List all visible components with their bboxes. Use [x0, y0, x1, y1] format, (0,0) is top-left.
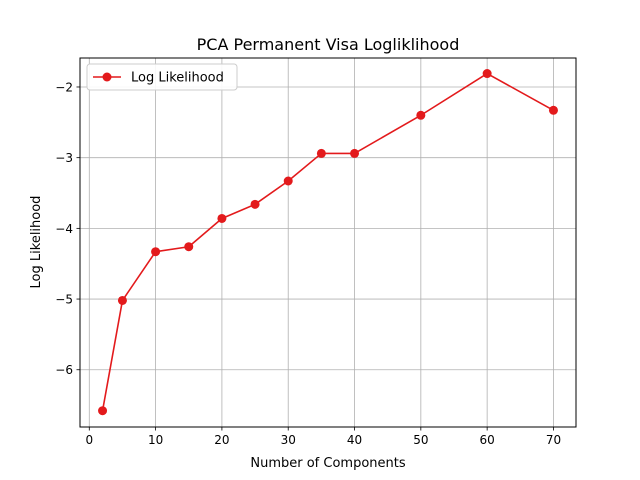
x-tick-label: 30 — [281, 433, 296, 447]
series-line — [101, 72, 554, 411]
y-axis-label: Log Likelihood — [29, 196, 44, 289]
x-tick-label: 20 — [214, 433, 229, 447]
series-layer — [98, 69, 558, 416]
y-tick-label: −2 — [55, 80, 73, 94]
x-tick-label: 0 — [85, 433, 93, 447]
y-tick-label: −4 — [55, 222, 73, 236]
data-point — [184, 242, 194, 252]
data-point — [250, 199, 260, 209]
x-tick-label: 40 — [347, 433, 362, 447]
x-tick-label: 60 — [480, 433, 495, 447]
data-point — [482, 69, 492, 79]
y-axis-ticks: −6 −5 −4 −3 −2 — [55, 80, 80, 377]
legend-box — [86, 63, 238, 91]
data-point — [283, 176, 293, 186]
grid — [80, 58, 576, 427]
data-point — [416, 110, 426, 120]
data-point — [316, 148, 326, 158]
x-axis-label: Number of Components — [250, 456, 405, 471]
data-point — [217, 213, 227, 223]
legend-marker-swatch — [102, 72, 112, 82]
y-tick-label: −5 — [55, 293, 73, 307]
y-tick-label: −3 — [55, 151, 73, 165]
y-tick-label: −6 — [55, 363, 73, 377]
x-tick-label: 10 — [148, 433, 163, 447]
legend: Log Likelihood — [86, 63, 238, 91]
x-tick-label: 50 — [413, 433, 428, 447]
plot-area-frame — [79, 57, 577, 428]
data-point — [98, 406, 108, 416]
x-axis-ticks: 0 10 20 30 40 50 60 70 — [85, 427, 561, 447]
data-point — [151, 247, 161, 257]
data-point — [117, 295, 127, 305]
x-tick-label: 70 — [546, 433, 561, 447]
chart-title: PCA Permanent Visa Logliklihood — [197, 35, 460, 54]
data-point — [350, 148, 360, 158]
legend-label: Log Likelihood — [131, 71, 224, 86]
data-point — [548, 105, 558, 115]
